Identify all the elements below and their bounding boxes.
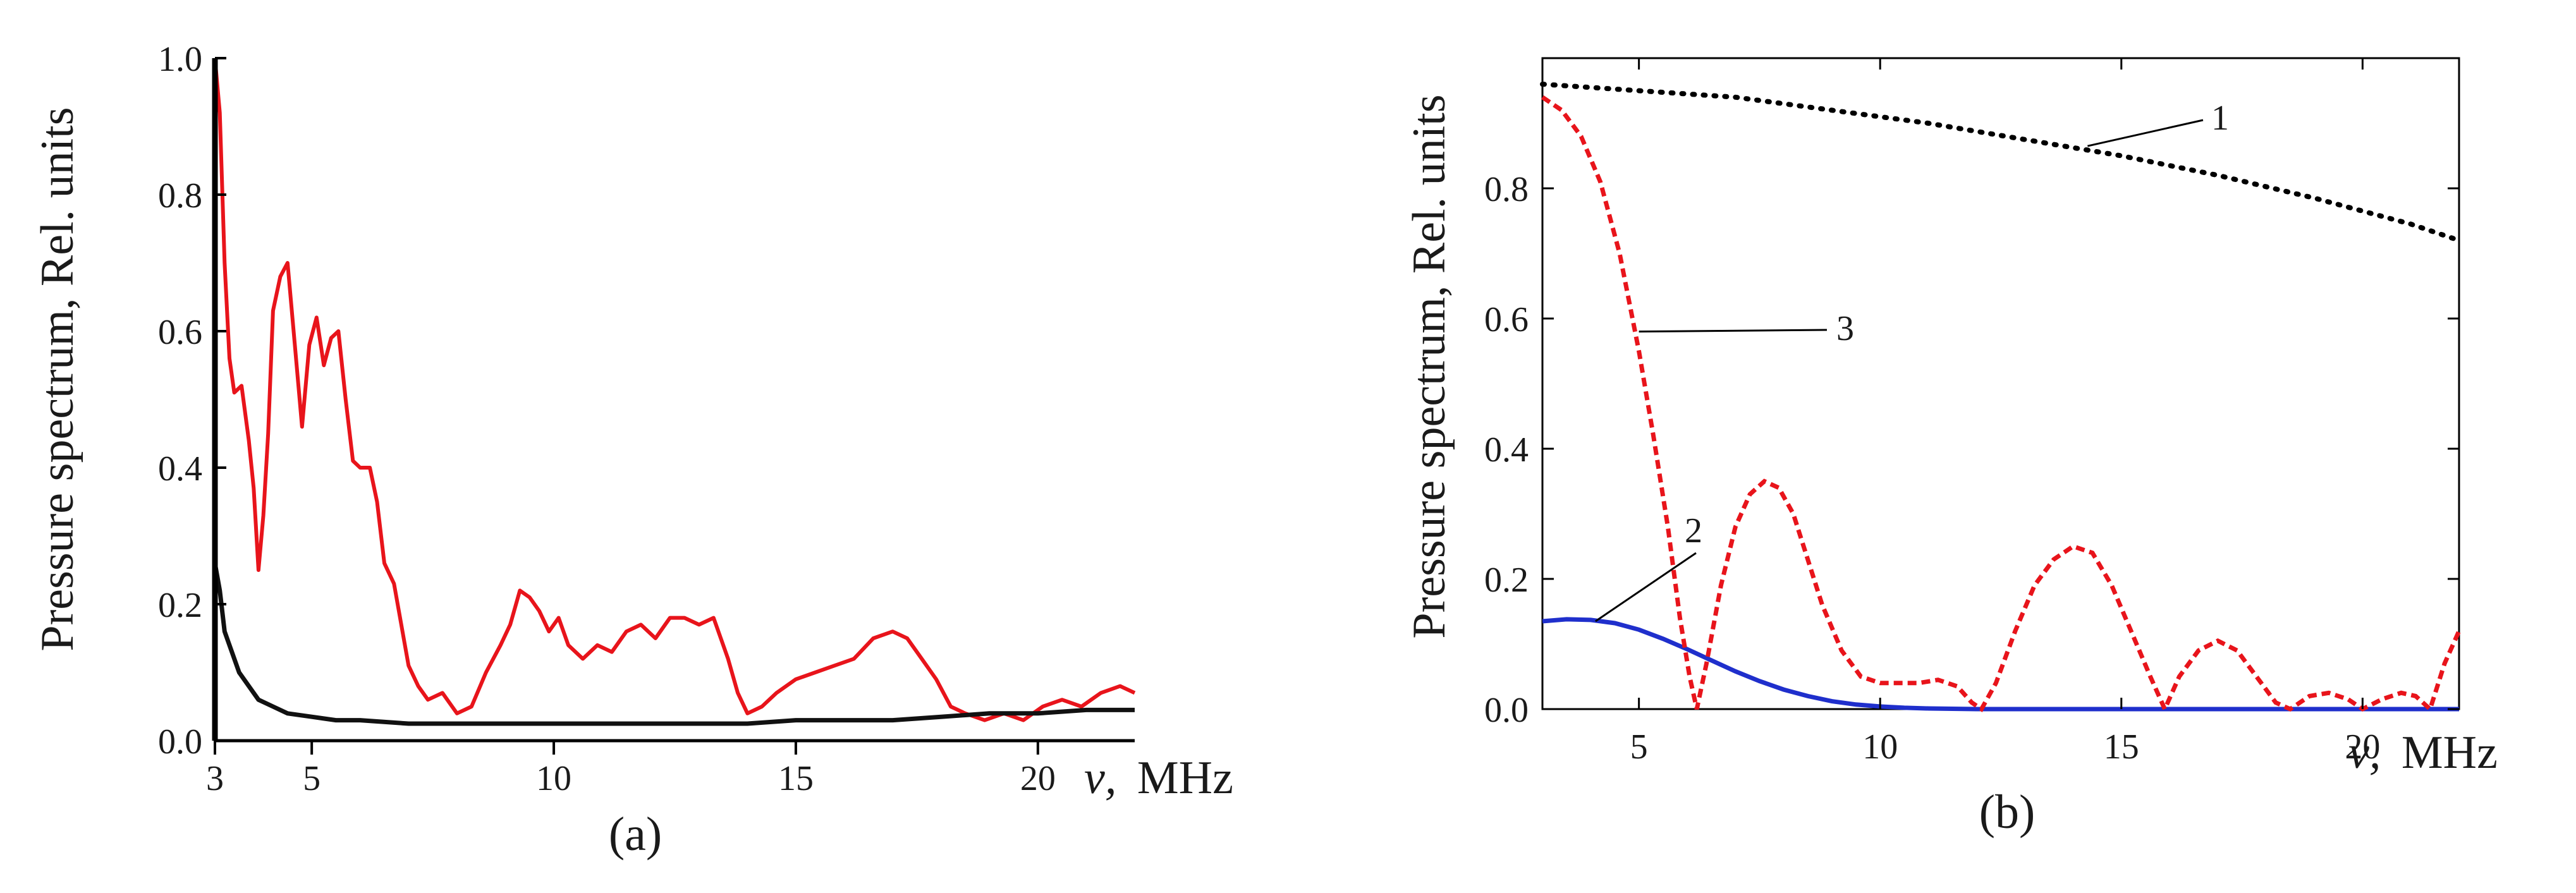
panel-a-x-tick-label: 3 — [206, 759, 224, 798]
panel-b-caption: (b) — [1979, 786, 2036, 839]
panel-b-callout-1-leader — [2087, 119, 2204, 147]
panel-b-y-tick-label: 0.6 — [1484, 300, 1529, 339]
panel-a-x-tick-label: 20 — [1020, 759, 1056, 798]
panel-b-y-tick-label: 0.8 — [1484, 170, 1529, 209]
panel-b-curve-3-red-dashed-line — [1541, 95, 2462, 715]
panel-a-x-axis-symbol: ν, — [1084, 752, 1116, 804]
panel-b-callout-2: 2 — [1685, 511, 1702, 550]
panel-b-x-tick-label: 5 — [1630, 727, 1648, 767]
panel-a-caption: (a) — [609, 808, 662, 861]
panel-b-x-axis-unit: MHz — [2402, 727, 2498, 779]
panel-b: 0.0 0.2 0.4 0.6 0.8 5 10 15 20 1 2 3 Pressure s… — [1403, 57, 2498, 839]
panel-a-x-tick-label: 10 — [536, 759, 571, 798]
panel-a-x-tick-label: 15 — [778, 759, 814, 798]
panel-b-y-tick-label: 0.2 — [1484, 561, 1529, 600]
panel-b-x-axis-symbol: ν, — [2348, 727, 2381, 779]
panel-b-curve-2-blue-line — [1542, 617, 2459, 712]
panel-a-y-axis-label: Pressure spectrum, Rel. units — [32, 107, 83, 651]
panel-a-y-tick-label: 1.0 — [158, 40, 202, 79]
panel-b-x-axis-label: ν, MHz — [2348, 727, 2498, 779]
panel-a: 0.0 0.2 0.4 0.6 0.8 1.0 3 5 10 15 20 Pressure spe… — [32, 40, 1233, 861]
panel-b-callout-3-leader — [1639, 329, 1828, 333]
panel-a-red-series-line — [213, 58, 1136, 722]
panel-a-x-axis-unit: MHz — [1137, 752, 1233, 804]
panel-b-y-tick-label: 0.4 — [1484, 430, 1529, 470]
panel-a-plot-area — [212, 58, 1136, 726]
panel-b-callout-1: 1 — [2211, 99, 2229, 138]
panel-a-y-tick-label: 0.8 — [158, 176, 202, 216]
panel-a-x-ticks: 3 5 10 15 20 — [206, 741, 1056, 798]
panel-b-callout-2-leader — [1595, 552, 1697, 623]
panel-a-y-tick-label: 0.6 — [158, 313, 202, 352]
panel-b-curve-1-dotted-line — [1540, 82, 2462, 243]
panel-b-x-tick-label: 20 — [2345, 727, 2380, 767]
panel-b-y-axis-label: Pressure spectrum, Rel. units — [1403, 94, 1455, 638]
panel-a-y-tick-label: 0.2 — [158, 586, 202, 625]
panel-b-y-tick-label: 0.0 — [1484, 691, 1529, 730]
panel-a-y-tick-label: 0.0 — [158, 722, 202, 762]
panel-b-x-tick-label: 15 — [2104, 727, 2139, 767]
panel-a-black-series-line — [212, 562, 1135, 726]
panel-a-y-tick-label: 0.4 — [158, 449, 202, 489]
panel-b-y-ticks: 0.0 0.2 0.4 0.6 0.8 — [1484, 170, 2459, 730]
panel-b-x-ticks: 5 10 15 20 — [1630, 58, 2380, 767]
panel-b-x-tick-label: 10 — [1862, 727, 1898, 767]
panel-a-y-ticks: 0.0 0.2 0.4 0.6 0.8 1.0 — [158, 40, 226, 762]
panel-b-callout-3: 3 — [1836, 309, 1854, 348]
panel-a-x-axis-label: ν, MHz — [1084, 752, 1233, 804]
panel-a-x-tick-label: 5 — [303, 759, 320, 798]
